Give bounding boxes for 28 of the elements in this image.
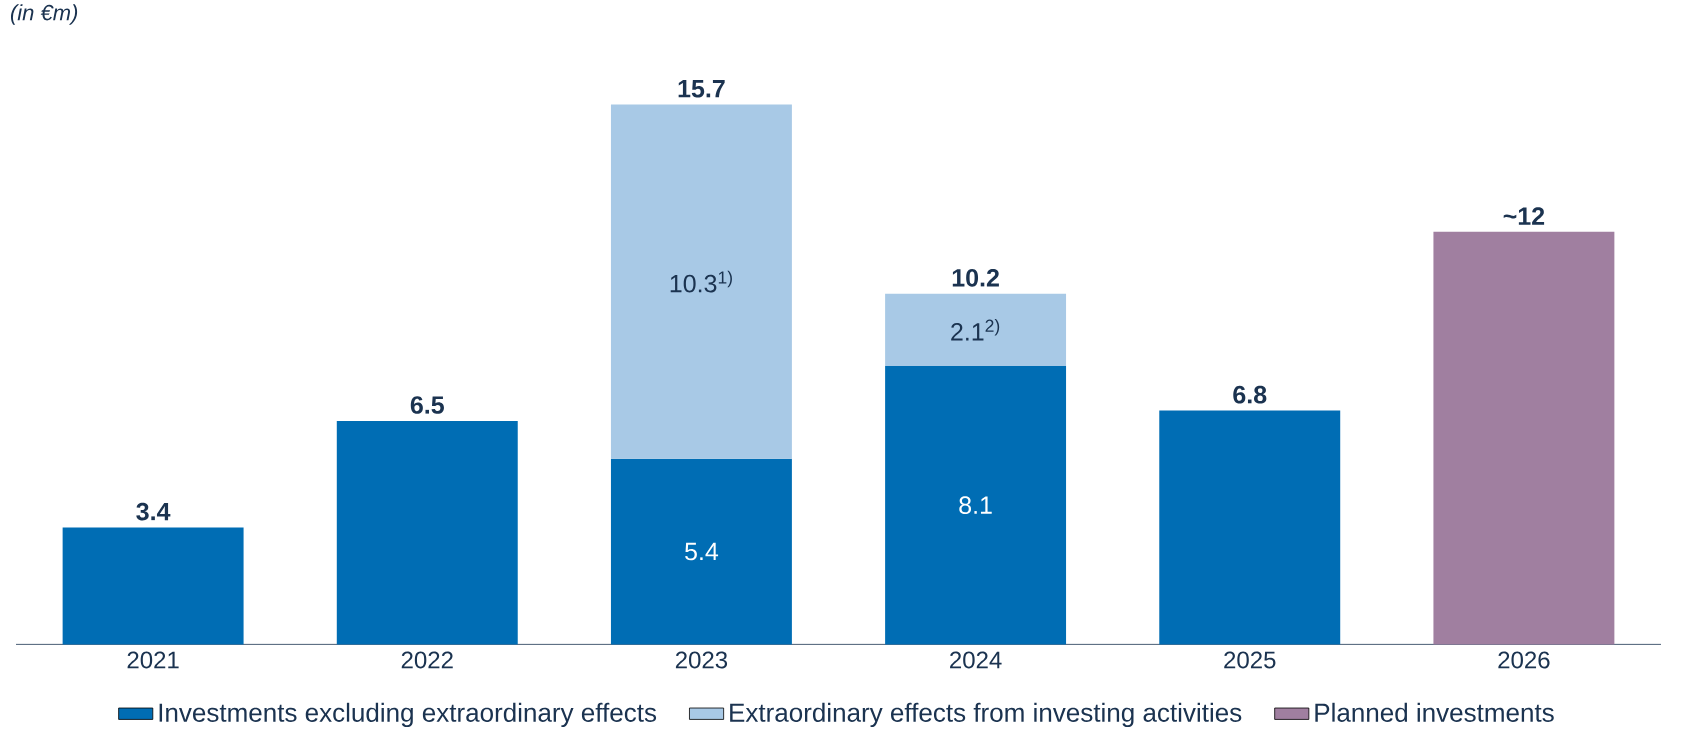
y-axis-title: (in €m) [10, 4, 78, 25]
x-tick-label: 2022 [401, 651, 453, 669]
bar [885, 365, 1067, 645]
data-label: 5.4 [685, 542, 719, 561]
bar [1159, 410, 1341, 645]
legend-label: Extraordinary effects from investing activities [730, 702, 1242, 727]
total-label: 15.7 [678, 79, 725, 98]
legend-label: Planned investments [1315, 702, 1554, 722]
total-label: 10.2 [952, 268, 999, 287]
bar [885, 293, 1067, 366]
bar [610, 458, 792, 645]
x-tick-label: 2023 [675, 651, 728, 669]
total-label: 6.8 [1233, 385, 1267, 404]
x-tick-label: 2024 [950, 651, 1002, 669]
bar [336, 420, 518, 645]
legend-label: Investments excluding extraordinary effects [159, 702, 657, 727]
data-label: 2.1$^{2)}$ [951, 318, 1000, 341]
data-label: 10.3$^{1)}$ [670, 270, 732, 293]
bar [62, 527, 244, 645]
x-tick-label: 2021 [127, 651, 179, 669]
bar [610, 104, 792, 459]
total-label: 3.4 [136, 502, 171, 521]
total-label: ~12 [1503, 207, 1545, 225]
bar [1433, 231, 1615, 645]
total-label: 6.5 [410, 395, 444, 414]
data-label: 8.1 [959, 496, 992, 514]
x-tick-label: 2025 [1224, 651, 1276, 669]
x-tick-label: 2026 [1498, 651, 1550, 669]
